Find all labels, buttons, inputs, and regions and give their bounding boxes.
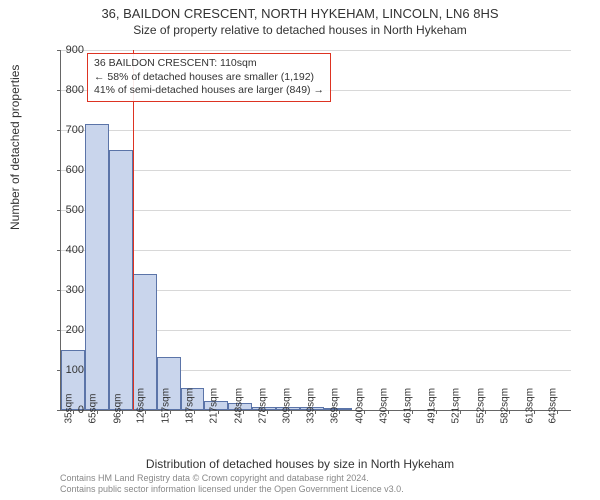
ytick-label: 800 xyxy=(54,84,84,96)
y-axis-label: Number of detached properties xyxy=(8,65,22,230)
ytick-label: 700 xyxy=(54,124,84,136)
chart-title: 36, BAILDON CRESCENT, NORTH HYKEHAM, LIN… xyxy=(0,0,600,21)
ytick-label: 600 xyxy=(54,164,84,176)
ytick-label: 900 xyxy=(54,44,84,56)
histogram-bar xyxy=(109,150,133,410)
gridline xyxy=(61,170,571,171)
ytick-label: 400 xyxy=(54,244,84,256)
annotation-box: 36 BAILDON CRESCENT: 110sqm ← 58% of det… xyxy=(87,53,331,102)
footer-line-2: Contains public sector information licen… xyxy=(60,484,404,495)
chart-subtitle: Size of property relative to detached ho… xyxy=(0,21,600,37)
gridline xyxy=(61,130,571,131)
gridline xyxy=(61,210,571,211)
ytick-label: 500 xyxy=(54,204,84,216)
footer-line-1: Contains HM Land Registry data © Crown c… xyxy=(60,473,404,484)
annotation-line-3: 41% of semi-detached houses are larger (… xyxy=(94,84,324,98)
x-axis-label: Distribution of detached houses by size … xyxy=(0,457,600,471)
property-marker-line xyxy=(133,50,134,410)
footer-attribution: Contains HM Land Registry data © Crown c… xyxy=(60,473,404,495)
gridline xyxy=(61,50,571,51)
annotation-line-1: 36 BAILDON CRESCENT: 110sqm xyxy=(94,57,324,71)
ytick-label: 100 xyxy=(54,364,84,376)
histogram-bar xyxy=(85,124,109,410)
plot-area: 36 BAILDON CRESCENT: 110sqm ← 58% of det… xyxy=(60,50,571,411)
gridline xyxy=(61,250,571,251)
annotation-line-2: ← 58% of detached houses are smaller (1,… xyxy=(94,71,324,85)
ytick-label: 200 xyxy=(54,324,84,336)
chart-container: 36, BAILDON CRESCENT, NORTH HYKEHAM, LIN… xyxy=(0,0,600,500)
ytick-label: 300 xyxy=(54,284,84,296)
